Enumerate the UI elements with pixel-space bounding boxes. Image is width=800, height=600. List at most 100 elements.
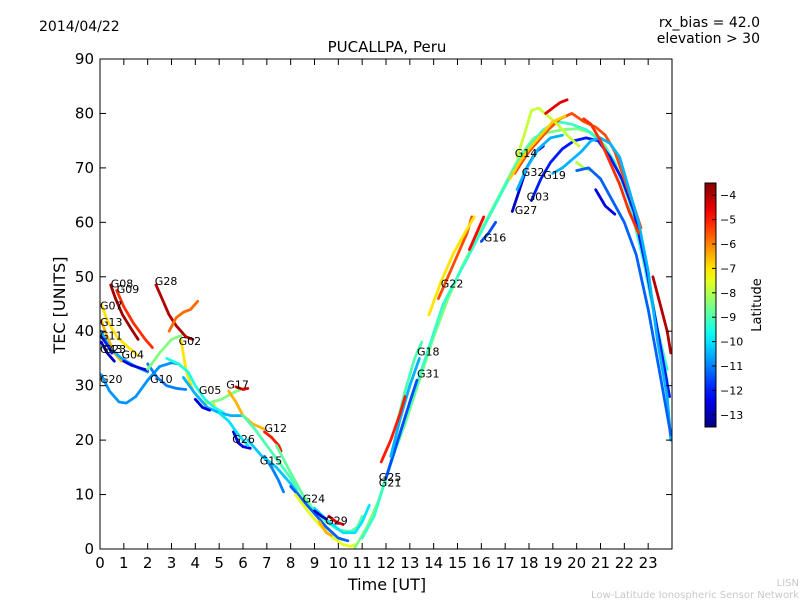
satellite-label-g26: G26 (232, 433, 255, 446)
series-line-g26 (232, 430, 252, 450)
series-line-g04 (122, 359, 150, 372)
series-line-g19c (594, 188, 617, 216)
x-tick-label: 16 (472, 554, 491, 572)
series-line-g26b (217, 411, 250, 447)
x-tick-label: 18 (519, 554, 538, 572)
series-line-g24b (289, 485, 350, 543)
footer-network: Low-Latitude Ionospheric Sensor Network (591, 590, 799, 600)
x-tick-label: 20 (567, 554, 586, 572)
x-tick-label: 23 (639, 554, 658, 572)
satellite-label-g20: G20 (100, 373, 123, 386)
colorbar-tick-label: −9 (720, 311, 736, 324)
satellite-label-g27: G27 (515, 204, 538, 217)
series-line-g31 (384, 378, 419, 480)
satellite-label-g04: G04 (122, 348, 145, 361)
satellite-label-g10: G10 (150, 373, 173, 386)
y-tick-label: 50 (75, 268, 94, 286)
series-line-g28 (154, 283, 195, 341)
satellite-label-g29: G29 (325, 515, 348, 528)
colorbar-tick-label: −12 (720, 384, 743, 397)
series-line-g14c (508, 114, 567, 181)
elevation-text: elevation > 30 (657, 31, 760, 47)
satellite-label-g15: G15 (260, 455, 283, 468)
series-line-g24c (294, 493, 357, 548)
satellite-label-g43: G43 (100, 343, 123, 356)
series-line-g17b (227, 389, 266, 431)
satellite-label-g05: G05 (199, 384, 222, 397)
series-line-g07 (99, 302, 140, 358)
series-line-g20 (99, 361, 180, 405)
colorbar-tick-label: −11 (720, 360, 743, 373)
y-tick-label: 0 (84, 540, 94, 558)
y-tick-label: 30 (75, 377, 94, 395)
x-tick-label: 2 (143, 554, 153, 572)
satellite-label-g14: G14 (515, 147, 538, 160)
series-line-g30b (651, 275, 673, 355)
series-line-g19d (575, 166, 673, 437)
y-tick-label: 20 (75, 431, 94, 449)
satellite-label-g11: G11 (100, 329, 123, 342)
series-line-g16b (479, 220, 497, 243)
series-line-g15 (241, 414, 300, 491)
satellite-label-g31: G31 (417, 368, 440, 381)
colorbar-tick-label: −6 (720, 238, 736, 251)
colorbar-tick-label: −7 (720, 262, 736, 275)
x-axis-label: Time [UT] (347, 575, 426, 594)
colorbar-label: Latitude (750, 278, 765, 332)
satellite-label-g09: G09 (117, 283, 140, 296)
series-line-g35 (379, 395, 407, 464)
series-line-g14b (544, 98, 569, 115)
x-tick-label: 22 (615, 554, 634, 572)
satellite-label-g17: G17 (226, 378, 249, 391)
satellite-label-g07: G07 (100, 299, 123, 312)
series-line-g32 (513, 112, 643, 230)
x-tick-label: 11 (353, 554, 372, 572)
satellite-label-g13: G13 (100, 316, 123, 329)
x-tick-label: 7 (262, 554, 272, 572)
colorbar-tick-label: −13 (720, 409, 743, 422)
y-tick-label: 70 (75, 159, 94, 177)
series-line-g30 (582, 117, 640, 235)
colorbar-tick-label: −5 (720, 214, 736, 227)
y-tick-label: 80 (75, 104, 94, 122)
y-tick-label: 90 (75, 50, 94, 68)
series-line-g43 (99, 335, 114, 355)
satellite-label-g25: G25 (379, 471, 402, 484)
y-tick-label: 40 (75, 322, 94, 340)
colorbar-tick-label: −10 (720, 336, 743, 349)
series-line-g17 (234, 385, 250, 391)
series-line-g27b (515, 133, 564, 192)
series-line-g28b (167, 299, 200, 333)
series-line-g01 (182, 376, 245, 417)
satellite-label-g02: G02 (179, 335, 202, 348)
x-tick-label: 14 (424, 554, 443, 572)
satellite-label-g08: G08 (111, 278, 134, 291)
series-line-g18b (389, 357, 421, 458)
x-tick-label: 3 (167, 554, 177, 572)
x-tick-label: 19 (543, 554, 562, 572)
series-line-g29c (317, 520, 333, 537)
colorbar: −4 −5 −6 −7 −8 −9 −10 −11 −12 −13 Latitude (704, 182, 765, 428)
colorbar-tick-label: −8 (720, 287, 736, 300)
colorbar-tick-label: −4 (720, 189, 736, 202)
satellite-label-g18: G18 (417, 346, 440, 359)
satellite-label-g23: G23 (104, 343, 127, 356)
satellite-label-g19: G19 (543, 169, 566, 182)
series-line-g13 (99, 318, 123, 363)
satellite-label-g16: G16 (484, 231, 507, 244)
x-tick-label: 8 (286, 554, 296, 572)
x-tick-label: 5 (214, 554, 224, 572)
footer-lisn: LISN (777, 578, 799, 589)
satellite-label-g22: G22 (441, 278, 464, 291)
series-line-g23 (99, 340, 116, 363)
x-tick-label: 0 (95, 554, 105, 572)
series-line-g02 (146, 334, 183, 371)
x-tick-label: 15 (448, 554, 467, 572)
x-tick-label: 6 (238, 554, 248, 572)
series-line-g06 (193, 397, 211, 412)
series-line-g12 (263, 430, 283, 453)
x-tick-label: 1 (119, 554, 129, 572)
series-line-g16 (468, 215, 486, 251)
